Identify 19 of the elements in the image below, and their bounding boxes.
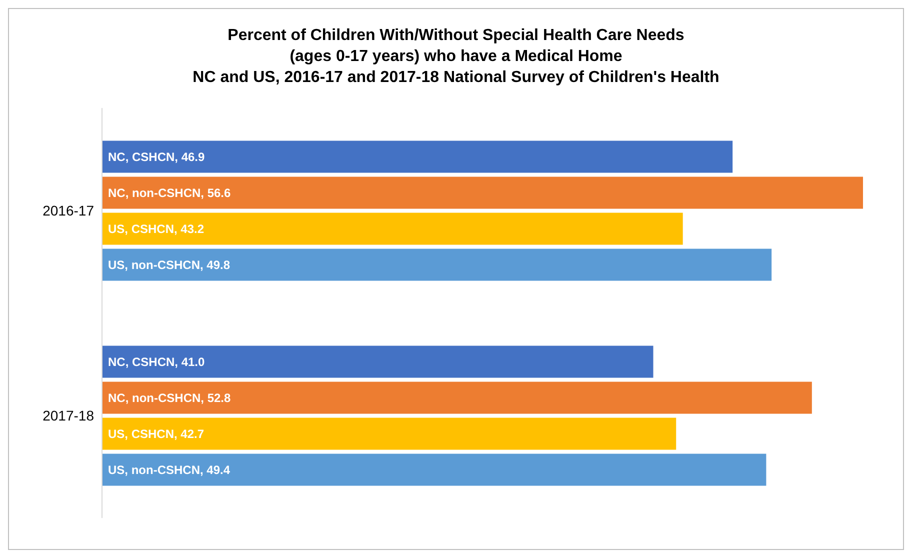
data-label: NC, CSHCN, 46.9 <box>108 150 206 164</box>
chart-title: Percent of Children With/Without Special Health Care Needs (ages 0-17 years) who have a Medical Home NC and US, 2016-17 and 2017-18 National Survey of Children's Health <box>192 26 720 88</box>
bar <box>102 346 654 378</box>
bar <box>102 140 733 173</box>
data-label: US, non-CSHCN, 49.4 <box>108 462 230 477</box>
bar <box>102 212 683 245</box>
bar <box>102 176 863 209</box>
y-tick-label: 2017-18 <box>42 407 94 424</box>
data-label: US, CSHCN, 43.2 <box>108 222 204 236</box>
data-label: NC, non-CSHCN, 52.8 <box>108 390 232 405</box>
data-label: US, non-CSHCN, 49.8 <box>108 258 230 272</box>
y-tick-label: 2016-17 <box>42 202 94 218</box>
data-label: NC, non-CSHCN, 56.6 <box>108 186 232 200</box>
bar <box>102 382 812 414</box>
bar <box>102 248 772 281</box>
bar <box>102 418 676 450</box>
data-label: NC, CSHCN, 41.0 <box>108 354 206 369</box>
data-label: US, CSHCN, 42.7 <box>108 426 204 441</box>
bar <box>102 454 766 486</box>
